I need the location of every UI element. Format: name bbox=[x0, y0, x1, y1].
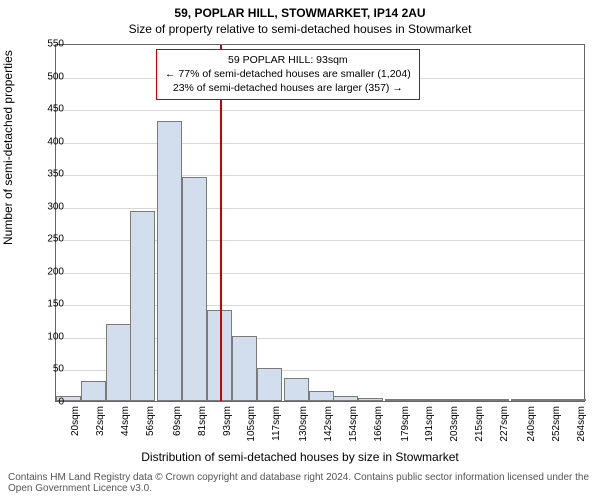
histogram-bar bbox=[536, 399, 561, 401]
histogram-bar bbox=[182, 177, 207, 401]
annotation-box: 59 POPLAR HILL: 93sqm← 77% of semi-detac… bbox=[156, 49, 420, 100]
x-tick-label: 191sqm bbox=[424, 406, 435, 442]
histogram-bar bbox=[561, 399, 586, 401]
histogram-bar bbox=[484, 399, 509, 401]
y-tick-label: 250 bbox=[28, 234, 64, 245]
y-tick-label: 200 bbox=[28, 266, 64, 277]
chart-subtitle: Size of property relative to semi-detach… bbox=[0, 22, 600, 36]
x-tick-label: 203sqm bbox=[449, 406, 460, 442]
x-tick-label: 32sqm bbox=[95, 406, 106, 436]
x-tick-label: 240sqm bbox=[526, 406, 537, 442]
x-axis-label: Distribution of semi-detached houses by … bbox=[0, 450, 600, 464]
y-tick-label: 100 bbox=[28, 331, 64, 342]
annotation-line: ← 77% of semi-detached houses are smalle… bbox=[165, 67, 411, 81]
x-tick-label: 69sqm bbox=[172, 406, 183, 436]
histogram-bar bbox=[232, 336, 257, 401]
histogram-bar bbox=[511, 399, 536, 401]
y-tick-label: 450 bbox=[28, 104, 64, 115]
histogram-bar bbox=[257, 368, 282, 401]
y-tick-label: 550 bbox=[28, 39, 64, 50]
x-tick-label: 154sqm bbox=[348, 406, 359, 442]
y-tick-label: 350 bbox=[28, 169, 64, 180]
x-tick-label: 93sqm bbox=[222, 406, 233, 436]
x-tick-label: 105sqm bbox=[246, 406, 257, 442]
x-tick-label: 20sqm bbox=[70, 406, 81, 436]
x-tick-label: 130sqm bbox=[298, 406, 309, 442]
gridline bbox=[56, 143, 584, 144]
histogram-bar bbox=[435, 399, 460, 401]
histogram-bar bbox=[410, 399, 435, 401]
gridline bbox=[56, 175, 584, 176]
chart-title: 59, POPLAR HILL, STOWMARKET, IP14 2AU bbox=[0, 6, 600, 20]
histogram-bar bbox=[333, 396, 358, 401]
x-tick-label: 215sqm bbox=[474, 406, 485, 442]
histogram-bar bbox=[157, 121, 182, 401]
x-tick-label: 81sqm bbox=[197, 406, 208, 436]
x-tick-label: 179sqm bbox=[400, 406, 411, 442]
histogram-bar bbox=[284, 378, 309, 401]
chart-container: 59, POPLAR HILL, STOWMARKET, IP14 2AU Si… bbox=[0, 0, 600, 500]
histogram-bar bbox=[309, 391, 334, 401]
histogram-bar bbox=[460, 399, 485, 401]
x-tick-label: 56sqm bbox=[145, 406, 156, 436]
footer-attribution: Contains HM Land Registry data © Crown c… bbox=[8, 472, 592, 494]
plot-area: 59 POPLAR HILL: 93sqm← 77% of semi-detac… bbox=[55, 44, 585, 402]
y-tick-label: 300 bbox=[28, 201, 64, 212]
gridline bbox=[56, 208, 584, 209]
y-tick-label: 50 bbox=[28, 364, 64, 375]
histogram-bar bbox=[358, 398, 383, 401]
annotation-line: 59 POPLAR HILL: 93sqm bbox=[165, 53, 411, 67]
x-tick-label: 117sqm bbox=[271, 406, 282, 441]
x-tick-label: 252sqm bbox=[551, 406, 562, 442]
histogram-bar bbox=[81, 381, 106, 401]
y-tick-label: 0 bbox=[28, 397, 64, 408]
x-tick-label: 166sqm bbox=[373, 406, 384, 442]
y-tick-label: 400 bbox=[28, 136, 64, 147]
y-tick-label: 500 bbox=[28, 71, 64, 82]
y-tick-label: 150 bbox=[28, 299, 64, 310]
histogram-bar bbox=[106, 324, 131, 401]
y-axis-label: Number of semi-detached properties bbox=[1, 50, 15, 245]
gridline bbox=[56, 110, 584, 111]
x-tick-label: 264sqm bbox=[576, 406, 587, 442]
annotation-line: 23% of semi-detached houses are larger (… bbox=[165, 81, 411, 95]
histogram-bar bbox=[385, 399, 410, 401]
x-tick-label: 142sqm bbox=[323, 406, 334, 442]
histogram-bar bbox=[130, 211, 155, 401]
x-tick-label: 44sqm bbox=[120, 406, 131, 436]
x-tick-label: 227sqm bbox=[499, 406, 510, 442]
